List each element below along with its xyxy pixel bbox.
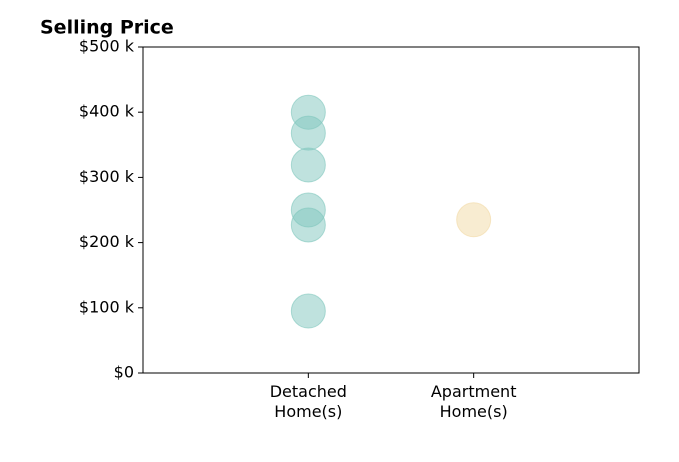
point bbox=[456, 202, 492, 238]
y-tick-label: $400 k bbox=[79, 102, 135, 121]
chart-title: Selling Price bbox=[40, 17, 174, 39]
point bbox=[290, 293, 326, 329]
point bbox=[290, 207, 326, 243]
x-tick-label: Apartment Home(s) bbox=[431, 382, 517, 421]
y-tick-label: $200 k bbox=[79, 232, 135, 251]
y-tick-label: $500 k bbox=[79, 37, 135, 56]
point bbox=[290, 115, 326, 151]
y-tick-label: $300 k bbox=[79, 167, 135, 186]
plot-frame bbox=[142, 46, 640, 374]
point bbox=[290, 147, 326, 183]
y-tick-label: $0 bbox=[114, 363, 134, 382]
x-tick-label: Detached Home(s) bbox=[270, 382, 347, 421]
y-tick-label: $100 k bbox=[79, 297, 135, 316]
